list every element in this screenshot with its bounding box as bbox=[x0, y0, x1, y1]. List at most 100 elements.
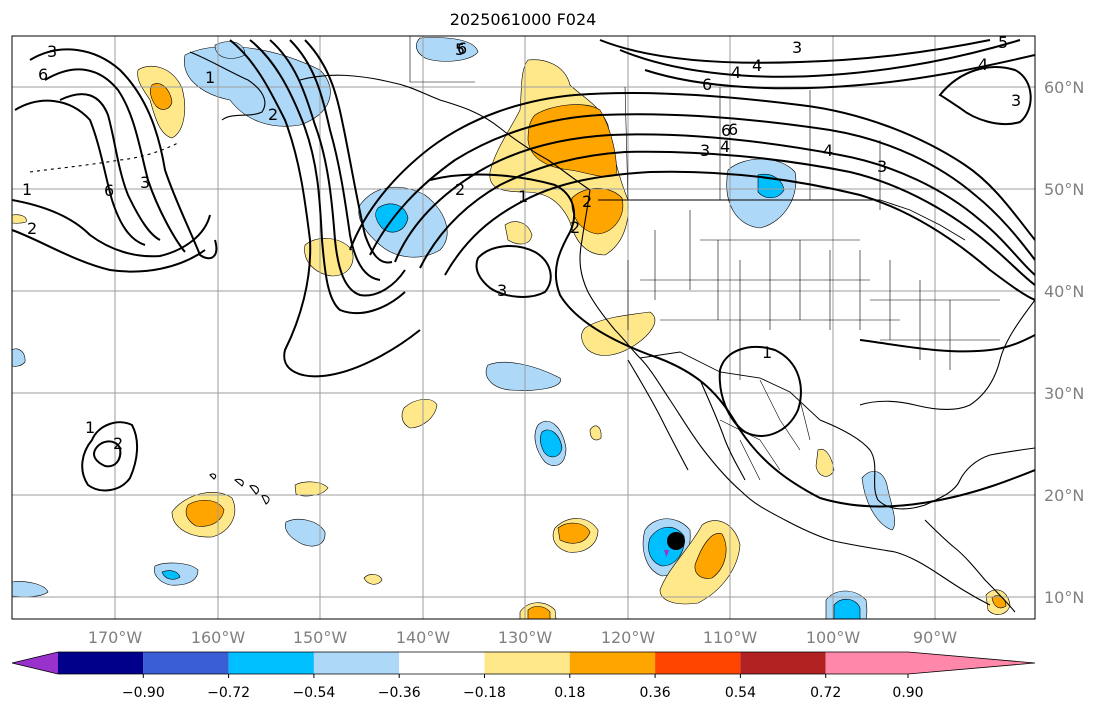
contour-label: 2 bbox=[570, 218, 580, 237]
contour-label: 1 bbox=[85, 418, 95, 437]
contour-line bbox=[44, 68, 186, 253]
gulf-of-mexico-coast bbox=[819, 419, 1035, 606]
contour-line bbox=[599, 39, 991, 64]
lon-label: 150°W bbox=[293, 628, 348, 647]
positive-anomaly-core bbox=[185, 500, 225, 527]
contour-label: 1 bbox=[205, 68, 215, 87]
contour-label: 4 bbox=[823, 141, 833, 160]
contour-labels: 3 6 1 2 6 3 5 4 6 3 4 3 6 4 3 2 1 2 1 2 bbox=[22, 33, 1021, 453]
contour-label: 1 bbox=[518, 187, 528, 206]
colorbar-tick-label: 0.90 bbox=[892, 685, 923, 701]
lat-label: 30°N bbox=[1044, 384, 1084, 403]
contour-label: 3 bbox=[497, 281, 507, 300]
contour-label: 4 bbox=[752, 56, 762, 75]
negative-anomaly-region bbox=[416, 37, 479, 62]
contour-line bbox=[619, 39, 1021, 78]
colorbar-segment bbox=[484, 652, 570, 674]
colorbar-segment bbox=[143, 652, 229, 674]
central-america bbox=[924, 519, 1016, 613]
contour-label: 6 bbox=[721, 121, 731, 140]
contour-label: 6 bbox=[702, 75, 712, 94]
lon-label: 130°W bbox=[498, 628, 553, 647]
contour-label: 3 bbox=[877, 157, 887, 176]
lat-label: 60°N bbox=[1044, 78, 1084, 97]
contour-label: 3 bbox=[792, 38, 802, 57]
positive-anomaly-core bbox=[150, 83, 173, 110]
colorbar-ticks bbox=[142, 674, 909, 678]
contour-line bbox=[289, 39, 381, 281]
positive-anomaly-region bbox=[815, 448, 835, 477]
negative-anomaly-region bbox=[485, 362, 561, 391]
colorbar-segment bbox=[313, 652, 400, 674]
contour-line bbox=[14, 99, 146, 246]
contour-line bbox=[304, 39, 393, 264]
colorbar-segment bbox=[58, 652, 144, 674]
lat-label: 40°N bbox=[1044, 282, 1084, 301]
contour-label: 5 bbox=[998, 33, 1008, 52]
colorbar-segment bbox=[569, 652, 656, 674]
positive-anomaly-region bbox=[363, 574, 383, 585]
west-coast bbox=[579, 189, 831, 541]
positive-anomaly-region bbox=[304, 238, 354, 277]
lat-label: 50°N bbox=[1044, 180, 1084, 199]
positive-anomaly-region bbox=[589, 425, 602, 441]
positive-anomaly-region bbox=[12, 214, 27, 224]
contour-line bbox=[419, 150, 1035, 286]
colorbar-segment bbox=[228, 652, 314, 674]
lat-label: 20°N bbox=[1044, 486, 1084, 505]
lon-label: 90°W bbox=[913, 628, 957, 647]
contour-label: 3 bbox=[47, 42, 57, 61]
contour-label: 3 bbox=[700, 141, 710, 160]
latitude-labels: 60°N 50°N 40°N 30°N 20°N 10°N bbox=[1044, 78, 1084, 607]
colorbar-tick-label: −0.72 bbox=[207, 685, 250, 701]
negative-anomaly-region bbox=[12, 348, 26, 367]
contour-label: 4 bbox=[978, 55, 988, 74]
contour-label: 2 bbox=[113, 434, 123, 453]
contour-label: 6 bbox=[104, 181, 114, 200]
lon-label: 120°W bbox=[601, 628, 656, 647]
colorbar-extend-low bbox=[12, 652, 58, 674]
contour-line bbox=[12, 229, 206, 273]
negative-anomaly-region bbox=[285, 519, 326, 547]
contour-label: 4 bbox=[720, 137, 730, 156]
contour-label: 4 bbox=[731, 63, 741, 82]
contour-line bbox=[475, 245, 552, 298]
contour-line bbox=[229, 39, 421, 378]
contour-label: 3 bbox=[1011, 91, 1021, 110]
negative-anomaly-core bbox=[833, 599, 861, 619]
colorbar-segment bbox=[655, 652, 741, 674]
contour-line bbox=[59, 93, 161, 241]
contour-line bbox=[349, 92, 1035, 251]
lon-label: 160°W bbox=[191, 628, 246, 647]
contour-label: 2 bbox=[582, 192, 592, 211]
contour-label: 1 bbox=[762, 343, 772, 362]
contour-line bbox=[394, 133, 1035, 276]
purple-marker-icon bbox=[664, 550, 669, 557]
colorbar-tick-label: −0.54 bbox=[292, 685, 335, 701]
contour-line bbox=[444, 170, 1035, 301]
contour-line bbox=[249, 39, 406, 315]
lon-label: 110°W bbox=[703, 628, 758, 647]
colorbar-tick-label: 0.18 bbox=[554, 685, 585, 701]
colorbar-tick-label: −0.90 bbox=[122, 685, 165, 701]
lon-label: 170°W bbox=[88, 628, 143, 647]
contour-line bbox=[29, 48, 218, 260]
contour-label: 1 bbox=[22, 180, 32, 199]
coastlines bbox=[29, 36, 1035, 613]
contour-line bbox=[859, 334, 1035, 353]
contour-line bbox=[93, 440, 122, 468]
positive-anomaly-core bbox=[694, 533, 727, 579]
hawaii bbox=[209, 473, 270, 505]
negative-anomaly-core bbox=[161, 570, 181, 580]
map-title: 2025061000 F024 bbox=[450, 10, 597, 29]
colorbar-tick-label: 0.54 bbox=[725, 685, 756, 701]
contour-label: 6 bbox=[457, 39, 467, 58]
longitude-labels: 170°W 160°W 150°W 140°W 130°W 120°W 110°… bbox=[88, 628, 957, 647]
positive-anomaly-core bbox=[527, 606, 551, 619]
colorbar-tick-label: 0.36 bbox=[640, 685, 671, 701]
contour-line bbox=[429, 173, 1035, 508]
lon-label: 100°W bbox=[806, 628, 861, 647]
us-canada-border bbox=[598, 199, 966, 241]
colorbar-segment bbox=[740, 652, 826, 674]
alaska-coast bbox=[189, 51, 591, 191]
